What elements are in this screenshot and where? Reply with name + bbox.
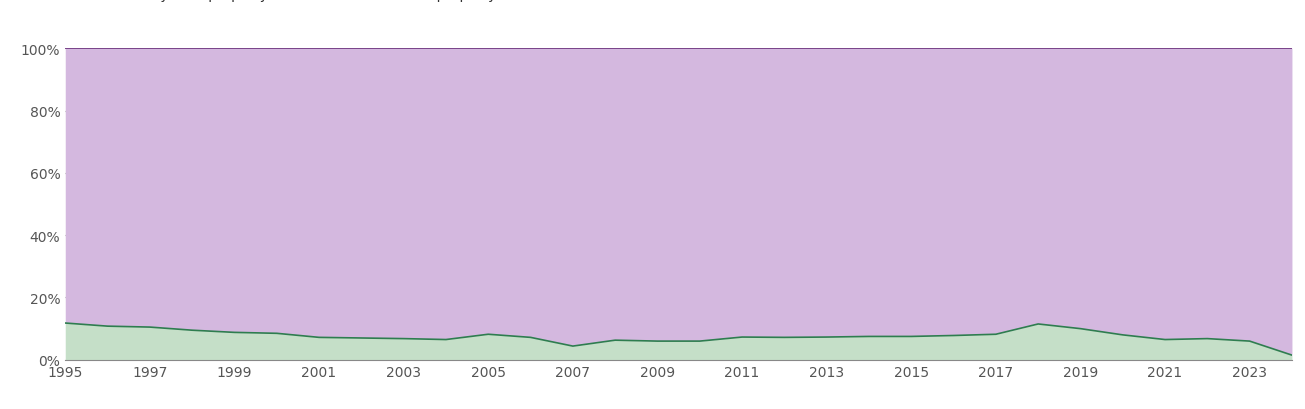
Legend: A newly built property, An established property: A newly built property, An established p… xyxy=(72,0,497,2)
